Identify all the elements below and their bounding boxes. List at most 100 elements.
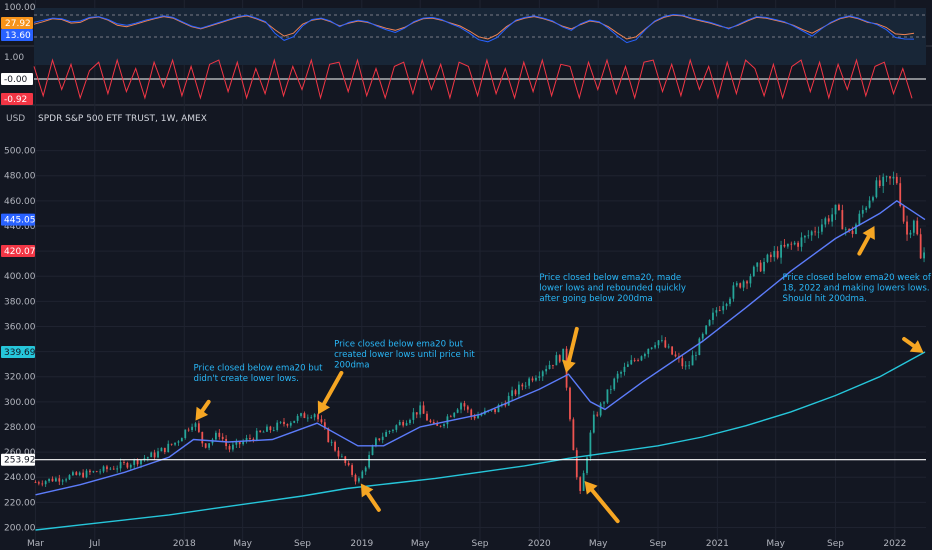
x-tick-label: Mar [27,539,44,549]
candle-body [65,479,68,481]
candle-body [875,180,878,198]
candle-body [218,432,221,437]
y-tick-label: 380.00 [4,297,36,307]
candle-body [119,462,122,469]
candle-body [616,373,619,379]
candle-body [426,413,428,421]
candle-body [266,426,268,432]
candle-body [208,443,210,448]
candle-body [746,281,748,284]
candle-body [371,446,374,455]
candle-body [235,441,238,445]
annotation-arrow-head [562,359,576,373]
candle-body [184,429,187,439]
oscillator-pane: 1.00 -0.00 -0.92 [1,53,926,105]
candle-body [473,416,476,419]
candle-body [303,413,306,419]
annotation-arrow-shaft [566,326,579,364]
candle-body [511,390,514,396]
candle-body [453,412,456,417]
candle-body [817,231,820,233]
candle-body [157,451,159,458]
x-tick-label: Sep [294,539,311,549]
y-tick-label: 280.00 [4,423,36,433]
osc-value-badge [1,93,33,105]
candle-body [276,422,279,431]
candle-body [667,346,670,348]
candle-body [569,387,571,420]
candle-body [317,414,319,420]
candle-body [385,432,388,437]
candle-body [718,310,721,311]
candle-body [419,405,422,415]
annotation-arrow-head [360,483,374,498]
candle-body [95,471,98,473]
candle-body [82,472,85,478]
candle-body [174,442,176,445]
candle-body [596,414,599,416]
candle-body [688,365,691,367]
candle-body [735,283,738,286]
candle-body [899,183,902,206]
candle-body [647,348,650,354]
annotation-text: Price closed below ema20 but [194,363,324,373]
candle-body [109,468,112,470]
candle-body [494,409,496,413]
candle-body [790,243,793,245]
candle-body [140,459,142,465]
candle-body [272,430,275,431]
candle-body [262,431,265,433]
candle-body [364,467,367,472]
candle-body [170,443,173,445]
y-tick-label: 200.00 [4,523,36,533]
price-badge-label: 339.69 [4,348,36,358]
candle-body [460,403,462,410]
annotation-arrow-shaft [321,370,344,406]
candle-body [112,468,115,470]
annotation-arrow-shaft [590,488,620,524]
candle-body [821,224,823,232]
candle-body [766,254,769,262]
candle-body [320,419,323,423]
annotation-text: Price closed below ema20, made [539,273,681,283]
y-tick-label: 460.00 [4,197,36,207]
candle-body [204,443,207,448]
candle-body [405,423,408,426]
candle-body [650,347,653,349]
candle-body [885,176,888,178]
rsi-badge-label: 27.92 [5,19,31,29]
candle-body [340,456,343,458]
candle-body [793,242,796,245]
candle-body [606,389,609,403]
candle-body [146,457,149,459]
candle-body [72,472,74,476]
candle-body [368,454,371,468]
osc-tick-label: 1.00 [4,53,24,63]
annotation-text: didn't create lower lows. [194,374,299,384]
candle-body [504,404,507,406]
y-tick-label: 300.00 [4,398,36,408]
candle-body [449,416,452,418]
candle-body [729,298,731,304]
candle-body [916,220,919,235]
candle-body [626,364,629,367]
rsi-tick-label: 100.00 [4,3,36,13]
candle-body [395,425,398,430]
candle-body [538,376,541,378]
annotation-arrow-head [195,406,209,421]
candle-body [41,483,44,485]
candle-body [201,431,204,444]
candle-body [296,415,299,421]
candle-body [541,371,544,377]
candle-body [357,478,360,482]
candle-body [759,262,762,272]
candle-body [923,252,925,259]
osc-badge-label: -0.92 [4,95,27,105]
candle-body [351,465,353,475]
candle-body [810,231,813,236]
price-badge [1,213,35,226]
candle-body [477,415,479,419]
candle-body [623,366,626,372]
candle-body [633,360,636,361]
candle-body [123,462,125,463]
